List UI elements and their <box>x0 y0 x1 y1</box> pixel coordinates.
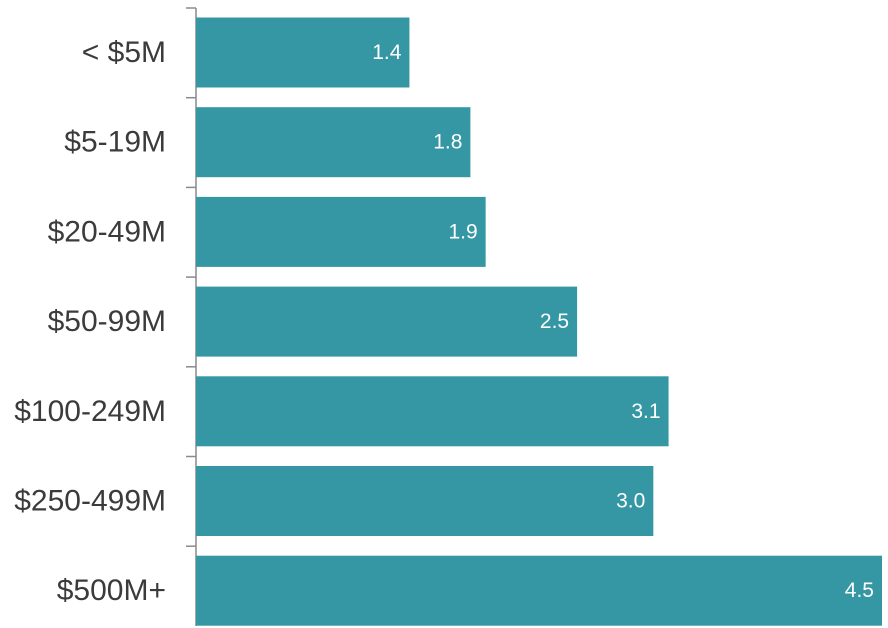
value-label: 3.0 <box>616 490 645 513</box>
bar <box>196 466 654 536</box>
category-label: $5-19M <box>64 126 166 159</box>
value-label: 3.1 <box>631 400 660 423</box>
bar <box>196 196 486 267</box>
bar <box>196 555 882 626</box>
bars-group <box>196 17 882 626</box>
category-label: $250-499M <box>14 485 166 518</box>
category-label: < $5M <box>82 36 166 69</box>
value-label: 1.4 <box>372 41 402 64</box>
value-label: 1.8 <box>433 131 462 154</box>
category-label: $50-99M <box>48 305 166 338</box>
value-label: 2.5 <box>540 310 569 333</box>
category-labels-group: < $5M $5-19M $20-49M $50-99M $100-249M $250-4… <box>14 36 166 607</box>
value-label: 4.5 <box>845 579 874 602</box>
value-label: 1.9 <box>448 220 477 243</box>
bar <box>196 17 410 88</box>
category-label: $100-249M <box>14 395 166 428</box>
bar <box>196 286 578 357</box>
bar <box>196 107 471 178</box>
category-label: $20-49M <box>48 215 166 248</box>
value-labels-group: 1.4 1.8 1.9 2.5 3.1 3.0 4.5 <box>372 41 874 602</box>
y-axis-ticks <box>186 7 196 547</box>
category-label: $500M+ <box>57 574 166 607</box>
bar <box>196 376 669 447</box>
